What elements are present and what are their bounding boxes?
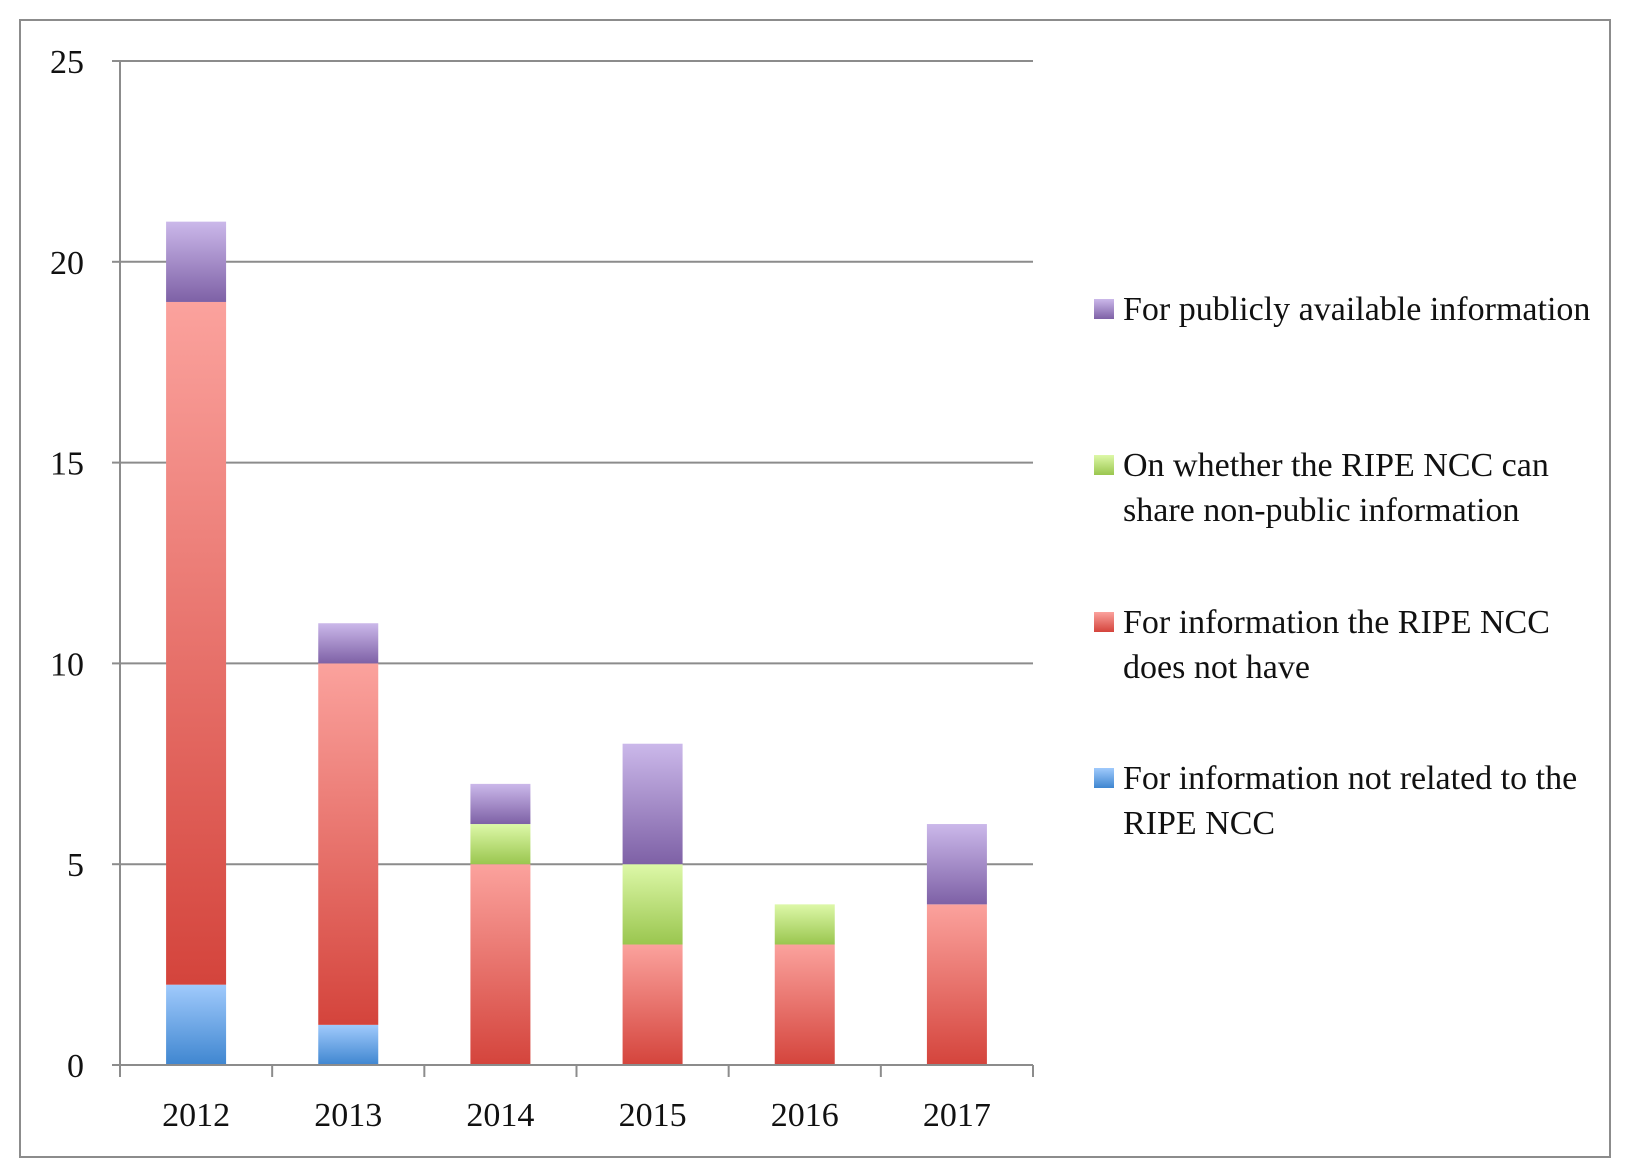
bar-segment [774, 944, 835, 1065]
chart-frame [19, 19, 1611, 1158]
legend-label: On whether the RIPE NCC can share non-pu… [1123, 447, 1549, 529]
bar-segment [470, 783, 531, 825]
bar-segment [622, 944, 683, 1065]
x-tick-label: 2012 [162, 1097, 230, 1134]
bar-segment [318, 1024, 379, 1065]
bar-segment [166, 301, 227, 985]
bar-segment [774, 904, 835, 945]
bar-segment [926, 824, 987, 905]
x-tick-label: 2013 [314, 1097, 382, 1134]
legend-swatch [1094, 455, 1114, 475]
bar-segment [166, 984, 227, 1065]
bar-segment [318, 623, 379, 664]
legend-swatch [1094, 299, 1114, 319]
bar-segment [470, 864, 531, 1065]
y-tick-label: 15 [50, 446, 84, 483]
legend-label: For information the RIPE NCC does not ha… [1123, 604, 1550, 686]
legend-label: For publicly available information [1123, 291, 1591, 328]
legend-label: For information not related to the RIPE … [1123, 760, 1578, 842]
bar-segment [926, 904, 987, 1065]
y-tick-label: 0 [67, 1048, 84, 1085]
bar-segment [318, 663, 379, 1025]
bar-segment [470, 824, 531, 865]
x-tick-label: 2016 [771, 1097, 839, 1134]
bar-segment [166, 221, 227, 302]
bar-segment [622, 743, 683, 865]
y-tick-label: 20 [50, 245, 84, 282]
y-tick-label: 5 [67, 847, 84, 884]
x-tick-label: 2015 [619, 1097, 687, 1134]
x-tick-label: 2014 [466, 1097, 534, 1134]
y-tick-label: 25 [50, 44, 84, 81]
x-tick-label: 2017 [923, 1097, 991, 1134]
bar-segment [622, 864, 683, 945]
legend-swatch [1094, 612, 1114, 632]
legend-swatch [1094, 768, 1114, 788]
y-tick-label: 10 [50, 646, 84, 683]
